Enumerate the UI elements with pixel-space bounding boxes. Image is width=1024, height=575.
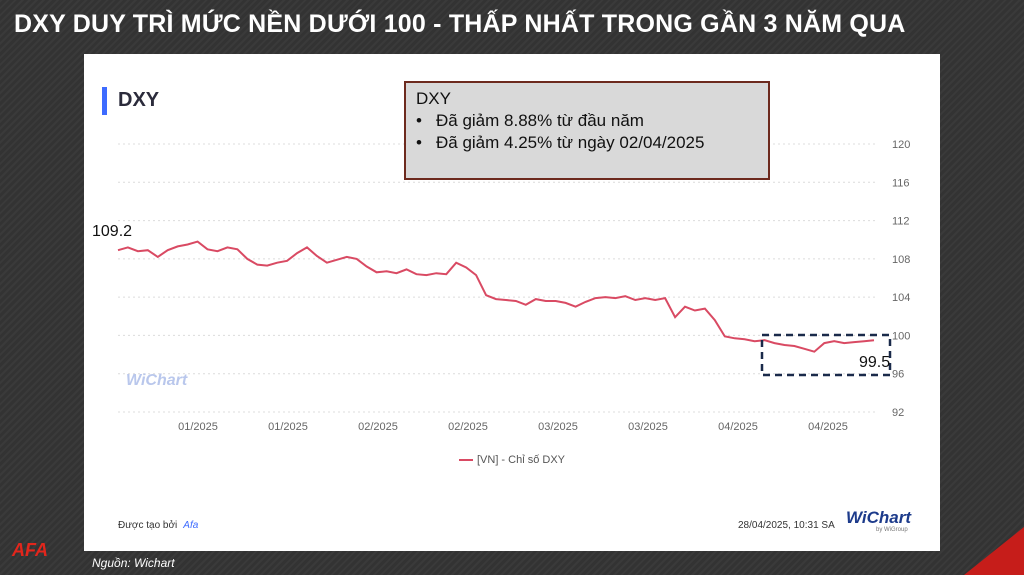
wichart-logo-sub: by WiGroup	[876, 527, 908, 533]
end-value-label: 99.5	[859, 354, 890, 371]
chart-legend[interactable]: [VN] - Chỉ số DXY	[84, 454, 940, 466]
wichart-logo: WiChart	[846, 508, 912, 527]
afa-logo: AFA	[12, 540, 48, 560]
line-chart: 92 96 100 104 108 112 116 120 01/2025 01/2025 02/…	[92, 139, 910, 433]
y-tick-label: 116	[892, 177, 910, 189]
x-tick-label: 01/2025	[178, 421, 218, 433]
annotation-title: DXY	[416, 89, 451, 108]
x-tick-label: 03/2025	[628, 421, 668, 433]
y-tick-label: 92	[892, 407, 904, 419]
grid-lines	[118, 143, 876, 413]
y-tick-label: 100	[892, 330, 910, 342]
wichart-watermark: WiChart	[126, 372, 188, 389]
timestamp: 28/04/2025, 10:31 SA	[738, 520, 835, 531]
highlight-box	[760, 333, 892, 377]
y-tick-label: 108	[892, 254, 910, 266]
y-tick-label: 112	[892, 216, 910, 228]
legend-label: [VN] - Chỉ số DXY	[476, 454, 566, 466]
created-by: Được tạo bởi Afa	[118, 520, 199, 531]
creator-link[interactable]: Afa	[183, 520, 199, 531]
x-axis-ticks: 01/2025 01/2025 02/2025 02/2025 03/2025 03/20…	[178, 421, 848, 433]
source-note: Nguồn: Wichart	[92, 556, 175, 570]
annotation-box: DXY • Đã giảm 8.88% từ đầu năm • Đã giảm 4…	[404, 81, 770, 180]
start-value-label: 109.2	[92, 223, 132, 240]
y-tick-label: 96	[892, 369, 904, 381]
y-axis-ticks: 92 96 100 104 108 112 116 120	[892, 139, 910, 419]
y-tick-label: 120	[892, 139, 910, 151]
chart-card: DXY 92 96 100 104 108 112 116 120 01/2025 01/202…	[84, 54, 940, 551]
x-tick-label: 01/2025	[268, 421, 308, 433]
y-tick-label: 104	[892, 292, 910, 304]
annotation-bullet: • Đã giảm 8.88% từ đầu năm	[416, 111, 644, 130]
x-tick-label: 04/2025	[718, 421, 758, 433]
legend-line-icon	[458, 459, 473, 462]
x-tick-label: 02/2025	[358, 421, 398, 433]
x-tick-label: 02/2025	[448, 421, 488, 433]
annotation-bullet: • Đã giảm 4.25% từ ngày 02/04/2025	[416, 133, 705, 152]
corner-decoration	[964, 527, 1024, 575]
dxy-series-line	[117, 240, 875, 353]
x-tick-label: 04/2025	[808, 421, 848, 433]
series-title: DXY	[101, 87, 160, 115]
page-headline: DXY DUY TRÌ MỨC NỀN DƯỚI 100 - THẤP NHẤT…	[14, 10, 906, 38]
x-tick-label: 03/2025	[538, 421, 578, 433]
